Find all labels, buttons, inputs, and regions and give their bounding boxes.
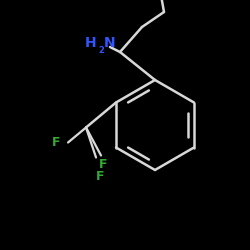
Text: 2: 2 [98, 46, 104, 55]
Text: F: F [96, 170, 104, 182]
Text: F: F [99, 158, 107, 170]
Text: F: F [52, 136, 60, 149]
Text: H: H [84, 36, 96, 50]
Text: N: N [104, 36, 116, 50]
